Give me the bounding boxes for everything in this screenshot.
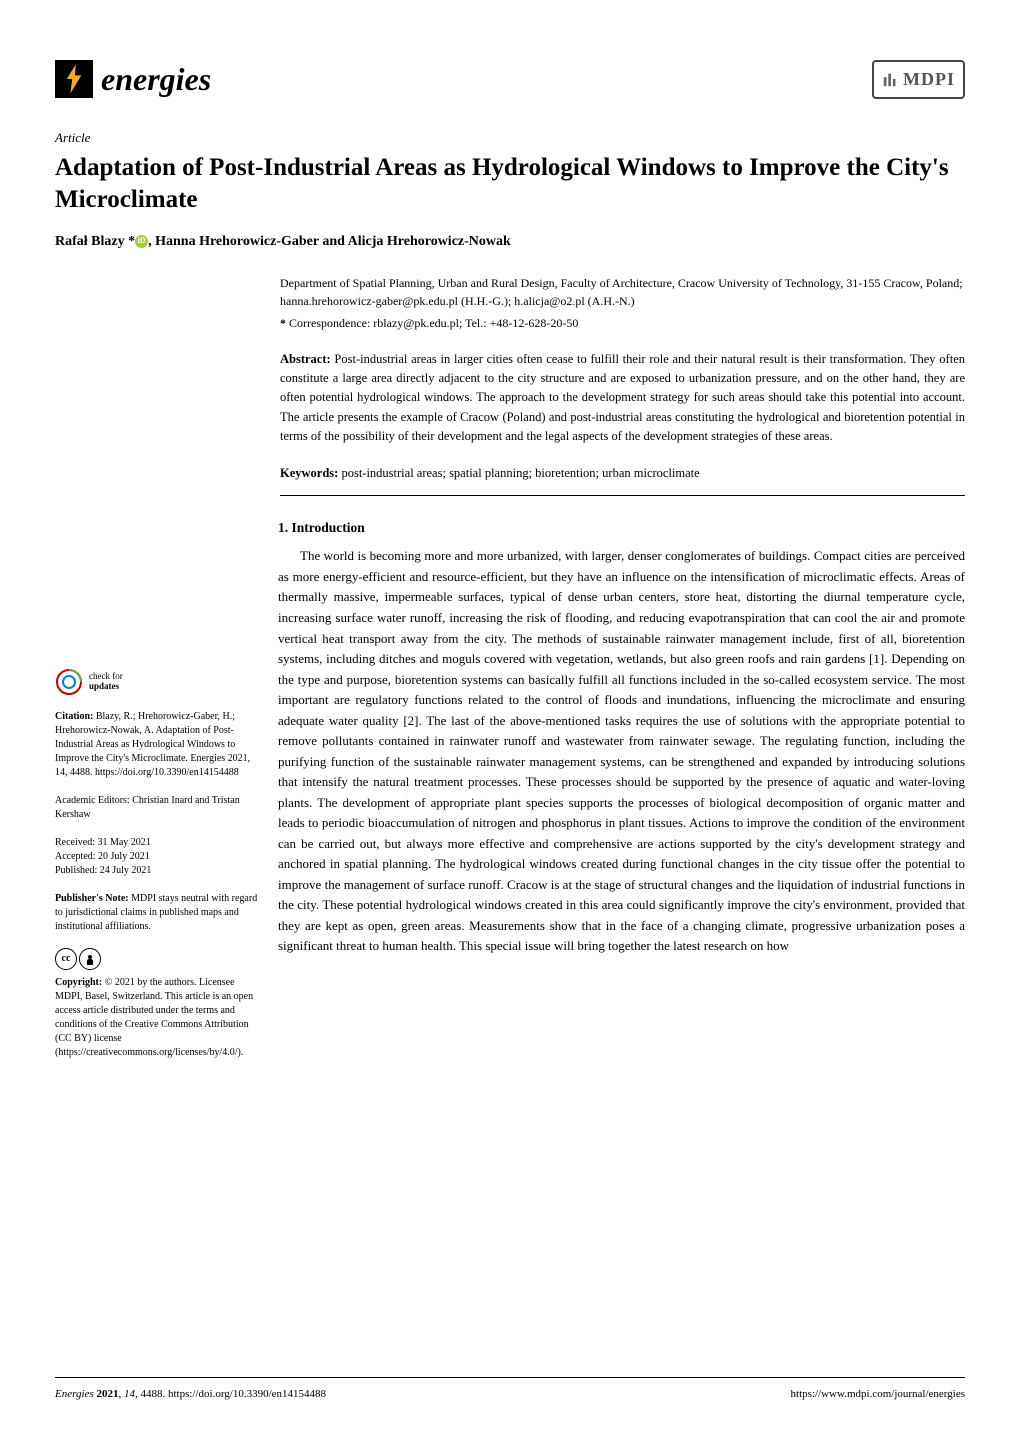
cc-by-icon <box>79 948 101 970</box>
copyright-label: Copyright: <box>55 977 102 988</box>
abstract-block: Abstract: Post-industrial areas in large… <box>280 350 965 447</box>
citation-label: Citation: <box>55 711 93 722</box>
check-updates-text: check for updates <box>89 672 123 692</box>
footer-left: Energies 2021, 14, 4488. https://doi.org… <box>55 1386 326 1403</box>
accepted-date: Accepted: 20 July 2021 <box>55 850 260 864</box>
keywords-block: Keywords: post-industrial areas; spatial… <box>280 464 965 483</box>
mdpi-text: MDPI <box>903 66 955 93</box>
article-title: Adaptation of Post-Industrial Areas as H… <box>55 152 965 217</box>
publisher-note: Publisher's Note: MDPI stays neutral wit… <box>55 892 260 934</box>
dates-block: Received: 31 May 2021 Accepted: 20 July … <box>55 836 260 878</box>
divider-line <box>280 495 965 496</box>
affiliation-block: Department of Spatial Planning, Urban an… <box>280 274 965 332</box>
author-names: Rafał Blazy * <box>55 234 135 249</box>
page-footer: Energies 2021, 14, 4488. https://doi.org… <box>55 1377 965 1403</box>
license-block: cc Copyright: © 2021 by the authors. Lic… <box>55 948 260 1060</box>
editors-block: Academic Editors: Christian Inard and Tr… <box>55 794 260 822</box>
section-heading: 1. Introduction <box>278 518 965 538</box>
check-updates[interactable]: check for updates <box>55 668 260 696</box>
keywords-label: Keywords: <box>280 466 338 480</box>
check-line2: updates <box>89 682 123 692</box>
footer-right: https://www.mdpi.com/journal/energies <box>791 1386 965 1403</box>
affiliation-text: Department of Spatial Planning, Urban an… <box>280 274 965 310</box>
check-updates-icon <box>55 668 83 696</box>
correspondence-star: * <box>280 316 286 330</box>
article-type: Article <box>55 128 965 148</box>
authors: Rafał Blazy * , Hanna Hrehorowicz-Gaber a… <box>55 231 965 252</box>
abstract-text: Post-industrial areas in larger cities o… <box>280 352 965 444</box>
published-date: Published: 24 July 2021 <box>55 864 260 878</box>
sidebar-column: check for updates Citation: Blazy, R.; H… <box>55 518 260 1070</box>
journal-name: energies <box>101 55 211 103</box>
abstract-label: Abstract: <box>280 352 331 366</box>
mdpi-icon <box>882 70 900 88</box>
page-header: energies MDPI <box>55 55 965 103</box>
body-text: The world is becoming more and more urba… <box>278 546 965 957</box>
correspondence: * Correspondence: rblazy@pk.edu.pl; Tel.… <box>280 314 965 332</box>
bolt-icon <box>55 60 93 98</box>
cc-icons: cc <box>55 948 260 970</box>
citation-block: Citation: Blazy, R.; Hrehorowicz-Gaber, … <box>55 710 260 780</box>
keywords-text: post-industrial areas; spatial planning;… <box>338 466 699 480</box>
correspondence-text: Correspondence: rblazy@pk.edu.pl; Tel.: … <box>289 316 578 330</box>
journal-logo: energies <box>55 55 211 103</box>
cc-icon: cc <box>55 948 77 970</box>
intro-column: 1. Introduction The world is becoming mo… <box>278 518 965 1070</box>
mdpi-logo: MDPI <box>872 60 965 99</box>
received-date: Received: 31 May 2021 <box>55 836 260 850</box>
main-two-column: check for updates Citation: Blazy, R.; H… <box>55 518 965 1070</box>
orcid-icon[interactable] <box>135 235 148 248</box>
copyright-text: © 2021 by the authors. Licensee MDPI, Ba… <box>55 977 253 1058</box>
publisher-note-label: Publisher's Note: <box>55 893 129 904</box>
author-names-rest: , Hanna Hrehorowicz-Gaber and Alicja Hre… <box>148 234 511 249</box>
